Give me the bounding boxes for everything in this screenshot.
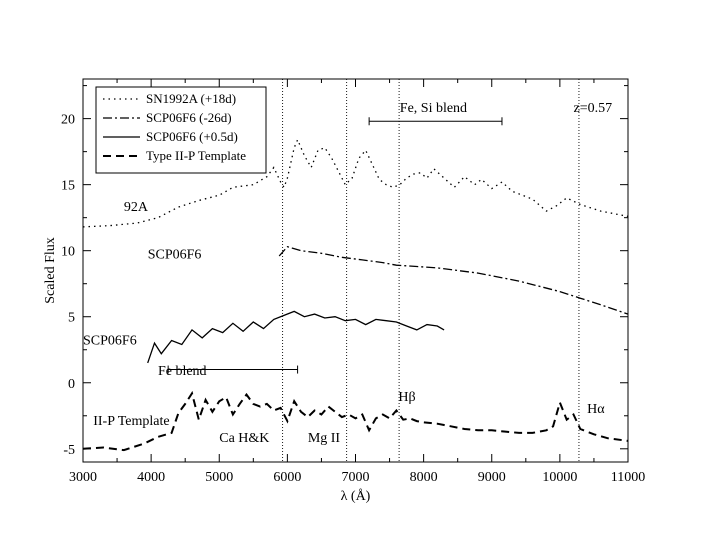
y-axis-title: Scaled Flux: [43, 237, 58, 304]
series-line-4: [82, 390, 629, 452]
annotation-label-10: Fe, Si blend: [400, 101, 467, 116]
legend: SN1992A (+18d) SCP06F6 (-26d) SCP06F6 (+0.…: [95, 86, 267, 174]
annotation-label-9: Hα: [587, 402, 605, 417]
y-tick-label: 0: [68, 377, 75, 392]
y-tick-label: 20: [61, 113, 75, 128]
x-tick-label: 3000: [69, 470, 97, 485]
vertical-lines: [282, 79, 580, 462]
x-axis-title: λ (Å): [341, 488, 371, 504]
annotation-label-1: 92A: [124, 200, 149, 215]
legend-entry-2: SCP06F6 (-26d): [146, 110, 232, 125]
annotation-label-4: Fe blend: [158, 364, 207, 379]
annotation-label-11: z=0.57: [574, 101, 613, 116]
x-tick-label: 5000: [205, 470, 233, 485]
y-tick-label: 10: [61, 245, 75, 260]
annotation-label-8: Hβ: [398, 390, 415, 405]
x-tick-label: 8000: [410, 470, 438, 485]
legend-box: [95, 86, 267, 174]
annotation-label-6: Ca H&K: [219, 431, 269, 446]
x-tick-label: 9000: [478, 470, 506, 485]
annotation-label-5: II-P Template: [93, 414, 169, 429]
x-tick-label: 10000: [542, 470, 577, 485]
x-tick-label: 11000: [611, 470, 645, 485]
y-tick-label: 5: [68, 311, 75, 326]
series-line-1: [82, 138, 629, 228]
range-markers: [167, 117, 503, 374]
legend-entry-1: SN1992A (+18d): [146, 91, 236, 106]
series-line-3: [147, 310, 445, 364]
x-tick-label: 4000: [137, 470, 165, 485]
y-tick-label: -5: [63, 443, 75, 458]
annotation-label-7: Mg II: [308, 431, 341, 446]
x-tick-label: 7000: [342, 470, 370, 485]
series-line-2: [278, 245, 629, 315]
annotations: 92A SCP06F6 SCP06F6 Fe blend II-P Template Ca…: [83, 101, 612, 446]
annotation-label-2: SCP06F6: [148, 248, 202, 263]
legend-entry-3: SCP06F6 (+0.5d): [146, 129, 238, 144]
legend-entry-4: Type II-P Template: [146, 148, 246, 163]
axes: 3000 4000 5000 6000 7000 8000 9000 10000 11000 -5…: [61, 78, 645, 485]
series-layer: [82, 138, 629, 452]
annotation-label-3: SCP06F6: [83, 333, 137, 348]
x-tick-label: 6000: [273, 470, 301, 485]
y-tick-label: 15: [61, 179, 75, 194]
